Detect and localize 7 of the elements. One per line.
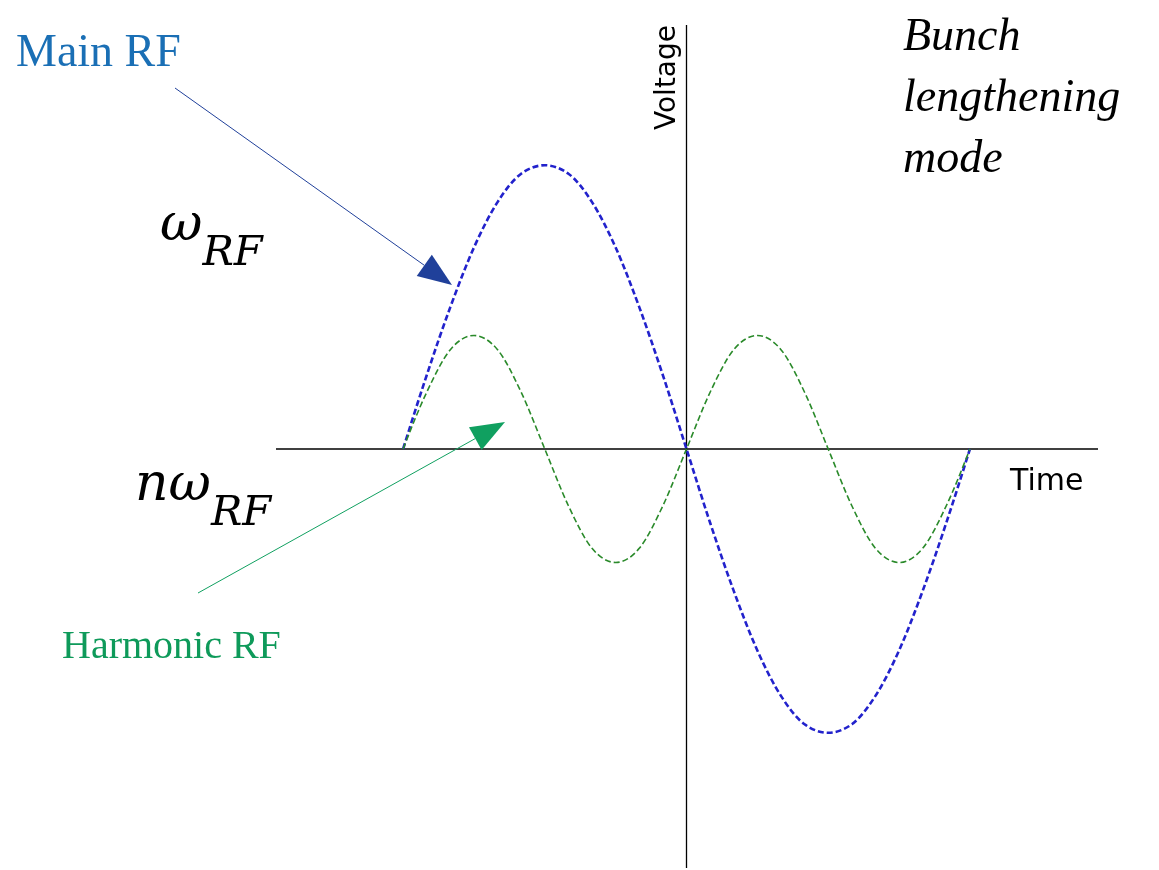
chart-title: Bunch lengthening mode: [903, 9, 1121, 182]
text: nω$_{RF}$: [135, 452, 274, 535]
x-axis-title: Time: [1009, 462, 1084, 497]
text: ω$_{RF}$: [160, 192, 265, 275]
y-axis-title: Voltage: [648, 24, 682, 130]
text: Main RF: [16, 25, 181, 76]
text: Harmonic RF: [62, 622, 281, 667]
